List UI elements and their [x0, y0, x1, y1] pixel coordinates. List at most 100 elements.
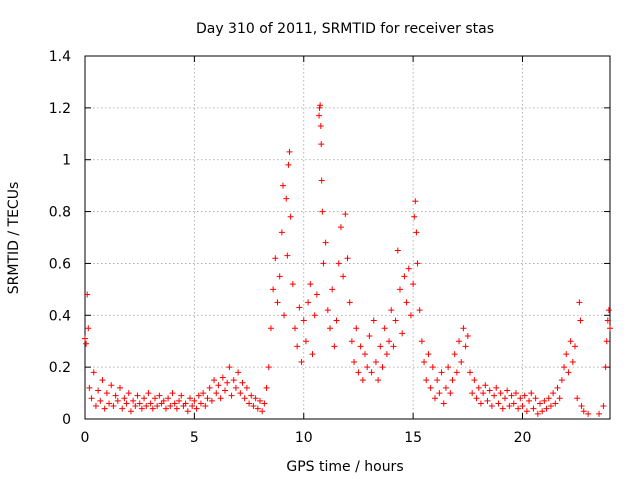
data-point [563, 351, 570, 358]
data-point [167, 403, 174, 410]
data-point [407, 312, 414, 319]
data-point [348, 338, 355, 345]
data-point [543, 405, 550, 412]
data-point [95, 387, 102, 394]
data-point [329, 286, 336, 293]
data-point [222, 387, 228, 394]
data-point [475, 384, 482, 391]
y-tick-label: 0.2 [49, 360, 71, 376]
data-point [101, 405, 108, 412]
x-tick-label: 10 [295, 430, 313, 446]
data-point [344, 255, 351, 262]
data-point [497, 390, 504, 397]
data-point [232, 384, 239, 391]
data-point [480, 390, 487, 397]
data-point [493, 384, 500, 391]
data-point [165, 395, 172, 402]
data-point [517, 395, 524, 402]
data-point [250, 403, 257, 410]
data-point [423, 377, 430, 384]
data-point [427, 384, 434, 391]
data-point [333, 317, 340, 324]
data-point [211, 377, 218, 384]
x-tick-label: 0 [81, 430, 90, 446]
axis-ticks: 0 0.2 0.4 0.6 0.8 1 1.2 1.4 0 5 10 15 20 [49, 49, 610, 446]
data-point [173, 405, 180, 412]
data-point [532, 395, 539, 402]
data-point [353, 325, 360, 332]
data-point [392, 317, 399, 324]
data-point [311, 312, 318, 319]
data-point [556, 395, 563, 402]
data-point [134, 392, 141, 399]
data-point [545, 395, 552, 402]
data-point [219, 374, 226, 381]
data-point [469, 390, 476, 397]
data-point [451, 351, 458, 358]
data-point [554, 384, 561, 391]
data-point [82, 335, 88, 342]
data-point [596, 410, 603, 417]
data-point [383, 351, 390, 358]
data-point [534, 410, 541, 417]
data-point [547, 403, 554, 410]
data-point [281, 312, 288, 319]
data-point [317, 102, 324, 109]
data-point [283, 195, 290, 202]
data-point [519, 403, 526, 410]
data-point [456, 338, 463, 345]
data-point [512, 390, 519, 397]
data-point [208, 397, 215, 404]
data-point [274, 299, 281, 306]
data-point [585, 410, 592, 417]
data-point [292, 325, 298, 332]
data-point [506, 403, 513, 410]
data-point [405, 265, 412, 272]
data-point [228, 392, 235, 399]
data-point [600, 403, 607, 410]
data-point [248, 392, 255, 399]
data-point [491, 392, 498, 399]
data-point [410, 281, 417, 288]
data-point [464, 333, 471, 340]
data-point [243, 384, 250, 391]
data-point [92, 403, 99, 410]
data-point [477, 400, 484, 407]
data-point [397, 286, 403, 293]
data-point [319, 208, 326, 215]
data-point [84, 291, 91, 298]
data-point [141, 395, 148, 402]
data-point [136, 400, 143, 407]
x-tick-label: 5 [190, 430, 199, 446]
data-point [372, 358, 379, 365]
data-point [502, 395, 508, 402]
data-point [375, 377, 382, 384]
data-point [541, 397, 548, 404]
data-point [237, 390, 244, 397]
data-point [149, 405, 156, 412]
data-point [602, 364, 609, 371]
data-point [235, 369, 242, 376]
data-point [241, 395, 248, 402]
data-point [574, 395, 581, 402]
data-point [294, 343, 301, 350]
grid-lines [85, 56, 610, 419]
data-point [561, 364, 568, 371]
data-point [265, 364, 272, 371]
data-point [413, 229, 420, 236]
data-point [127, 408, 134, 415]
data-point [97, 397, 104, 404]
data-point [499, 405, 506, 412]
data-point [390, 343, 397, 350]
data-point [488, 403, 495, 410]
data-point [359, 377, 366, 384]
x-axis-label: GPS time / hours [286, 459, 403, 475]
data-point [368, 369, 375, 376]
data-point [307, 281, 314, 288]
data-point [605, 307, 612, 314]
data-point [418, 338, 425, 345]
data-point [528, 390, 535, 397]
data-point [467, 369, 473, 376]
data-point [316, 104, 323, 111]
data-point [178, 392, 185, 399]
